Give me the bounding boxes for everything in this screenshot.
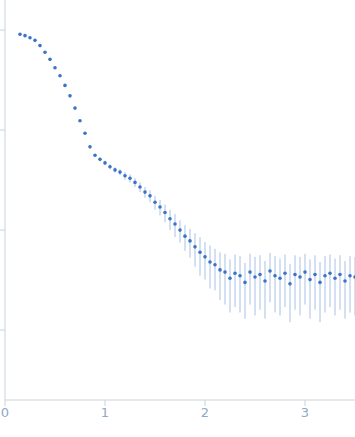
svg-text:1: 1	[101, 405, 109, 420]
svg-text:2: 2	[201, 405, 209, 420]
svg-text:3: 3	[301, 405, 309, 420]
svg-text:0: 0	[8, 405, 9, 420]
